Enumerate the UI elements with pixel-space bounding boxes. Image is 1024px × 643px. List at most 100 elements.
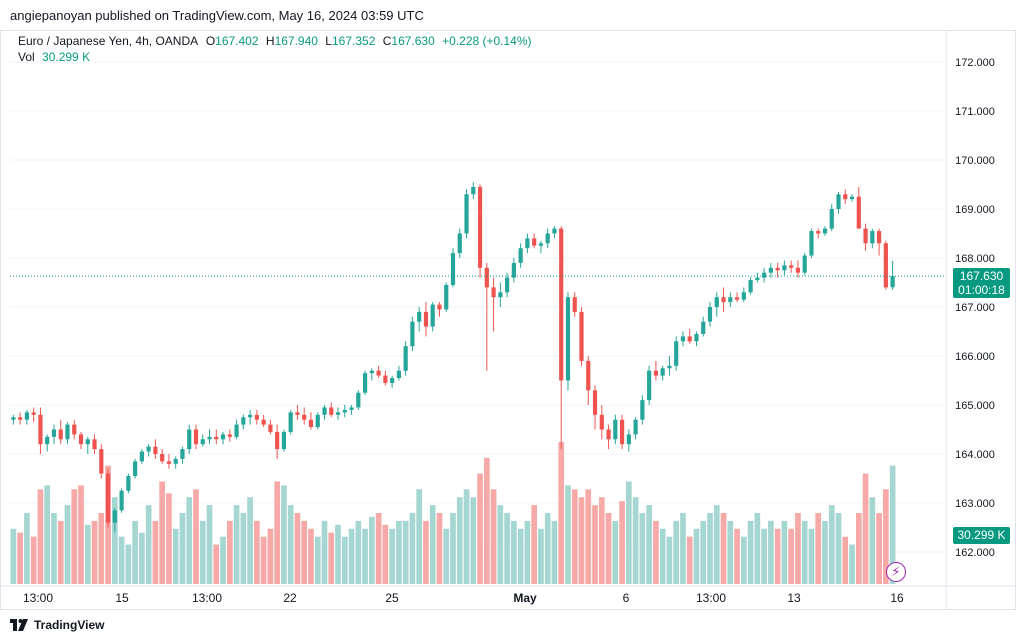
price-tick-label: 168.000: [955, 253, 995, 265]
price-tick-label: 169.000: [955, 204, 995, 216]
candle-body: [890, 276, 895, 288]
candle-body: [829, 209, 834, 229]
publish-bar: angiepanoyan published on TradingView.co…: [0, 0, 1024, 30]
candle-body: [741, 292, 746, 300]
candle-body: [58, 429, 63, 440]
volume-bar: [301, 520, 308, 584]
price-tick-label: 172.000: [955, 57, 995, 69]
volume-bar: [247, 497, 253, 584]
volume-bar: [849, 544, 855, 584]
volume-bar: [91, 520, 98, 584]
candle-body: [755, 277, 760, 281]
candle-body: [268, 424, 273, 432]
volume-bar: [768, 520, 774, 584]
volume-bar: [781, 520, 788, 584]
volume-bar: [883, 489, 889, 584]
candle-body: [207, 436, 212, 440]
symbol-label: Euro / Japanese Yen, 4h, OANDA: [18, 34, 198, 48]
candle-body: [166, 461, 172, 464]
candle-body: [362, 373, 368, 393]
time-tick-label: 16: [890, 591, 904, 605]
time-tick-label: 13: [787, 591, 801, 605]
candle-body: [728, 297, 733, 303]
volume-bar: [429, 505, 436, 584]
volume-bar: [71, 489, 78, 584]
close-label: C: [382, 34, 392, 48]
volume-bar: [443, 528, 450, 584]
volume-bar: [680, 513, 686, 584]
candle-body: [322, 407, 327, 415]
candle-body: [836, 194, 841, 209]
footer: TradingView: [10, 618, 104, 632]
volume-bar: [260, 536, 267, 584]
candle-body: [85, 439, 90, 445]
volume-bar: [754, 513, 761, 584]
volume-bar: [565, 485, 571, 584]
candle-body: [241, 417, 246, 425]
price-tick-label: 164.000: [955, 449, 995, 461]
volume-bar: [713, 505, 720, 584]
current-price-value: 167.630: [959, 269, 1004, 283]
candle-body: [234, 424, 239, 437]
volume-bar: [558, 442, 565, 584]
time-tick-label: 13:00: [23, 591, 53, 605]
candle-body: [789, 265, 794, 268]
candle-body: [734, 297, 740, 300]
volume-bar: [524, 520, 531, 584]
time-tick-label: May: [513, 591, 537, 605]
volume-bars: [10, 442, 896, 584]
volume-bar: [619, 501, 625, 584]
candle-body: [491, 287, 496, 298]
volume-bar: [382, 524, 389, 584]
volume-bar: [233, 505, 240, 584]
candle-body: [694, 333, 699, 342]
lightning-icon[interactable]: ⚡: [886, 562, 906, 582]
footer-brand: TradingView: [34, 618, 105, 632]
volume-bar: [740, 536, 747, 584]
candle-body: [775, 267, 780, 271]
chart-frame[interactable]: [0, 30, 1016, 610]
volume-bar: [213, 544, 220, 584]
volume-bar: [612, 520, 619, 584]
volume-bar: [423, 520, 429, 584]
price-tick-label: 166.000: [955, 351, 995, 363]
candle-body: [65, 424, 70, 440]
volume-bar: [118, 536, 125, 584]
price-tick-label: 167.000: [955, 302, 995, 314]
candle-body: [180, 449, 185, 459]
volume-bar: [294, 513, 301, 584]
volume-bar: [456, 497, 463, 584]
candle-body: [160, 454, 165, 462]
candle-body: [674, 341, 679, 366]
volume-bar: [876, 513, 882, 584]
candle-body: [369, 370, 374, 374]
candle-body: [538, 243, 544, 246]
volume-bar: [24, 513, 30, 584]
candle-body: [105, 473, 111, 523]
candle-body: [450, 253, 456, 285]
volume-bar: [531, 505, 538, 584]
candle-body: [92, 439, 97, 450]
volume-bar: [734, 528, 740, 584]
candle-body: [376, 370, 381, 376]
volume-bar: [632, 497, 639, 584]
candle-body: [795, 267, 801, 273]
candle-body: [606, 429, 611, 440]
volume-bar: [375, 513, 382, 584]
candle-body: [802, 255, 807, 273]
candle-body: [619, 419, 625, 445]
candle-body: [586, 360, 591, 391]
volume-bar: [666, 536, 673, 584]
volume-bar: [362, 528, 368, 584]
volume-bar: [538, 528, 544, 584]
volume-bar: [98, 513, 105, 584]
volume-bar: [835, 513, 842, 584]
volume-bar: [30, 536, 37, 584]
candle-body: [748, 280, 753, 293]
low-label: L: [325, 34, 332, 48]
candle-body: [248, 414, 253, 418]
volume-bar: [815, 513, 822, 584]
volume-bar: [707, 513, 713, 584]
volume-bar: [450, 513, 456, 584]
